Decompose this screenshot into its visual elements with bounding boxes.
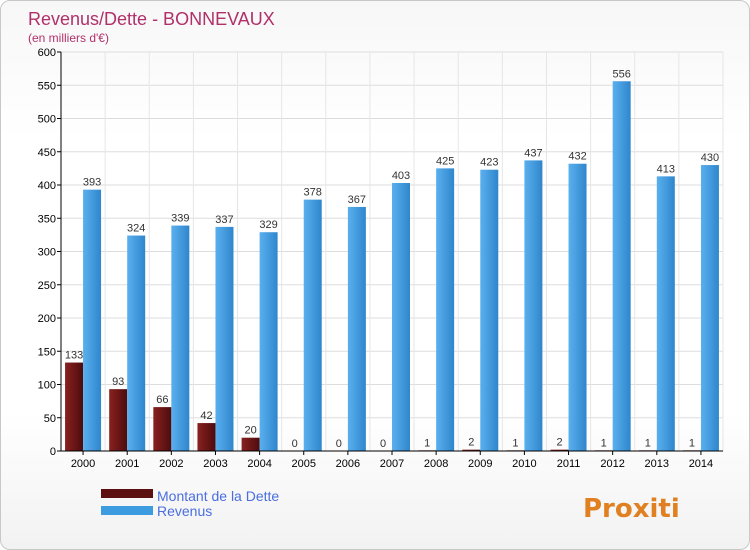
data-label-dette: 66: [156, 394, 168, 406]
bar-dette: [109, 389, 128, 451]
y-tick-label: 200: [38, 313, 56, 325]
bar-revenus: [568, 163, 587, 451]
x-tick-label: 2001: [115, 458, 139, 470]
data-label-revenus: 393: [83, 177, 101, 189]
y-tick-label: 400: [38, 180, 56, 192]
y-tick-label: 100: [38, 380, 56, 392]
y-tick-label: 0: [50, 446, 56, 458]
bar-revenus: [480, 169, 499, 451]
data-label-dette: 0: [380, 438, 386, 450]
bar-revenus: [83, 189, 102, 451]
y-axis: 0 50 100 150 200 250 300 350 400 450 500 550 600: [38, 47, 62, 458]
logo-text: Proxiti: [583, 494, 680, 524]
data-label-dette: 0: [336, 438, 342, 450]
data-label-revenus: 329: [259, 219, 277, 231]
y-tick-label: 600: [38, 47, 56, 59]
bar-dette: [65, 362, 84, 451]
proxiti-logo: Proxiti: [583, 494, 680, 524]
data-label-dette: 1: [512, 437, 518, 449]
x-tick-label: 2010: [512, 458, 536, 470]
bar-revenus: [656, 176, 675, 452]
x-axis: 2000 2001 2002 2003 2004 2005 2006 2007 2008 2009…: [61, 450, 723, 470]
y-tick-label: 300: [38, 247, 56, 259]
data-label-dette: 0: [292, 438, 298, 450]
data-label-revenus: 437: [524, 147, 542, 159]
x-tick-label: 2004: [247, 458, 271, 470]
bar-dette: [462, 449, 481, 451]
data-label-dette: 1: [424, 437, 430, 449]
data-label-revenus: 337: [215, 214, 233, 226]
data-label-revenus: 432: [568, 151, 586, 163]
data-label-dette: 20: [244, 425, 256, 437]
data-label-dette: 1: [689, 437, 695, 449]
bar-dette: [550, 449, 569, 451]
bar-dette: [153, 407, 172, 451]
bar-revenus: [700, 165, 719, 452]
data-label-dette: 2: [556, 437, 562, 449]
x-tick-label: 2002: [159, 458, 183, 470]
x-tick-label: 2008: [424, 458, 448, 470]
data-label-revenus: 403: [392, 170, 410, 182]
data-label-revenus: 324: [127, 223, 145, 235]
x-tick-label: 2014: [689, 458, 713, 470]
chart-subtitle: (en milliers d'€): [28, 31, 109, 45]
bars: [65, 81, 719, 452]
chart-title: Revenus/Dette - BONNEVAUX: [28, 9, 275, 29]
data-label-revenus: 367: [348, 194, 366, 206]
y-tick-label: 550: [38, 80, 56, 92]
data-label-revenus: 378: [304, 187, 322, 199]
y-tick-label: 50: [44, 413, 56, 425]
x-tick-label: 2003: [203, 458, 227, 470]
x-tick-label: 2007: [380, 458, 404, 470]
legend: Montant de la Dette Revenus: [101, 488, 279, 519]
data-label-revenus: 423: [480, 157, 498, 169]
data-label-dette: 1: [601, 437, 607, 449]
bar-dette: [241, 437, 260, 451]
x-tick-label: 2009: [468, 458, 492, 470]
data-label-dette: 42: [200, 410, 212, 422]
bar-revenus: [392, 183, 410, 451]
x-tick-label: 2013: [645, 458, 669, 470]
bar-dette: [197, 423, 216, 451]
bar-revenus: [436, 168, 455, 451]
bar-revenus: [612, 81, 631, 451]
bar-revenus: [347, 206, 366, 451]
data-label-dette: 93: [112, 376, 124, 388]
data-labels: 133 393 93 324 66 339 42 337 20 329 0 378 0 367 0 403 1 4…: [65, 68, 719, 450]
legend-swatch-dette: [101, 489, 153, 498]
legend-swatch-revenus: [101, 506, 153, 515]
legend-label-dette: Montant de la Dette: [157, 488, 279, 504]
x-tick-label: 2011: [557, 458, 581, 470]
x-tick-label: 2005: [291, 458, 315, 470]
y-tick-label: 250: [38, 280, 56, 292]
bar-revenus: [171, 225, 190, 451]
y-tick-label: 500: [38, 114, 56, 126]
bar-revenus: [259, 232, 278, 451]
data-label-revenus: 413: [657, 163, 675, 175]
x-tick-label: 2000: [71, 458, 95, 470]
data-label-revenus: 339: [171, 213, 189, 225]
x-tick-label: 2012: [600, 458, 624, 470]
data-label-dette: 1: [645, 437, 651, 449]
bar-revenus: [524, 160, 543, 451]
legend-label-revenus: Revenus: [157, 503, 212, 519]
data-label-dette: 2: [468, 437, 474, 449]
data-label-dette: 133: [65, 350, 83, 362]
y-tick-label: 350: [38, 213, 56, 225]
bar-revenus: [303, 199, 322, 451]
y-tick-label: 450: [38, 147, 56, 159]
y-tick-label: 150: [38, 346, 56, 358]
bar-revenus: [215, 226, 234, 451]
data-label-revenus: 556: [612, 68, 630, 80]
bar-revenus: [127, 235, 146, 451]
data-label-revenus: 430: [701, 152, 719, 164]
x-tick-label: 2006: [336, 458, 360, 470]
data-label-revenus: 425: [436, 155, 454, 167]
